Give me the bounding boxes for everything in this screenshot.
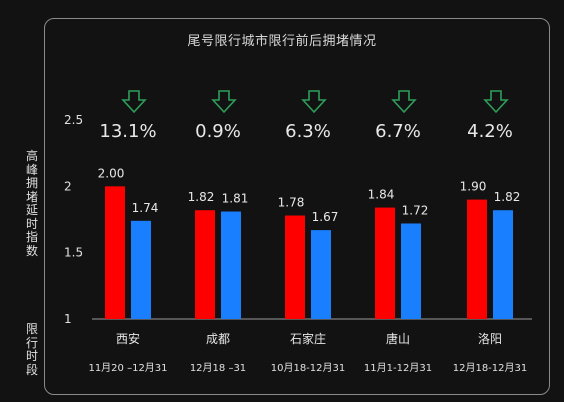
down-arrow-icon [483, 90, 509, 114]
chart-panel [44, 18, 550, 395]
bar [467, 199, 487, 319]
down-arrow-icon [121, 90, 147, 114]
period-label: 限行时段 [25, 322, 38, 377]
y-tick-label: 1.5 [64, 246, 83, 260]
bar [401, 223, 421, 319]
period-tick-label: 11月20 –12月31 [88, 362, 167, 374]
bar [195, 210, 215, 319]
y-tick-label: 2.5 [64, 113, 83, 127]
category-label: 唐山 [386, 331, 410, 346]
down-arrow-icon [391, 90, 417, 114]
data-label: 1.67 [312, 210, 339, 224]
bar [375, 207, 395, 319]
data-label: 1.84 [368, 188, 395, 202]
change-label: 4.2% [467, 121, 513, 142]
data-label: 2.00 [98, 166, 125, 180]
period-tick-label: 11月1-12月31 [364, 362, 432, 374]
data-label: 1.78 [278, 196, 305, 210]
down-arrow-icon [211, 90, 237, 114]
bar [493, 210, 513, 319]
y-axis-label: 高峰拥堵延时指数 [25, 149, 38, 258]
period-tick-label: 12月18 –31 [190, 362, 246, 374]
category-label: 石家庄 [290, 331, 326, 346]
data-label: 1.72 [402, 203, 429, 217]
category-label: 西安 [116, 331, 140, 346]
down-arrow-icon [301, 90, 327, 114]
bar [105, 186, 125, 319]
data-label: 1.90 [460, 180, 487, 194]
chart-title: 尾号限行城市限行前后拥堵情况 [187, 34, 377, 49]
data-label: 1.81 [222, 192, 249, 206]
data-label: 1.74 [132, 201, 159, 215]
category-label: 成都 [206, 332, 230, 346]
period-tick-label: 10月18-12月31 [271, 362, 346, 374]
y-tick-label: 2 [64, 179, 72, 193]
data-label: 1.82 [188, 190, 215, 204]
change-label: 13.1% [99, 121, 156, 142]
bar [221, 211, 241, 319]
change-label: 6.3% [285, 121, 331, 142]
bar [285, 215, 305, 319]
data-label: 1.82 [494, 190, 521, 204]
change-label: 0.9% [195, 121, 241, 142]
bar [311, 230, 331, 319]
category-label: 洛阳 [478, 331, 502, 346]
bar [131, 220, 151, 319]
period-tick-label: 12月18-12月31 [453, 362, 528, 374]
change-label: 6.7% [375, 121, 421, 142]
y-tick-label: 1 [64, 312, 72, 326]
